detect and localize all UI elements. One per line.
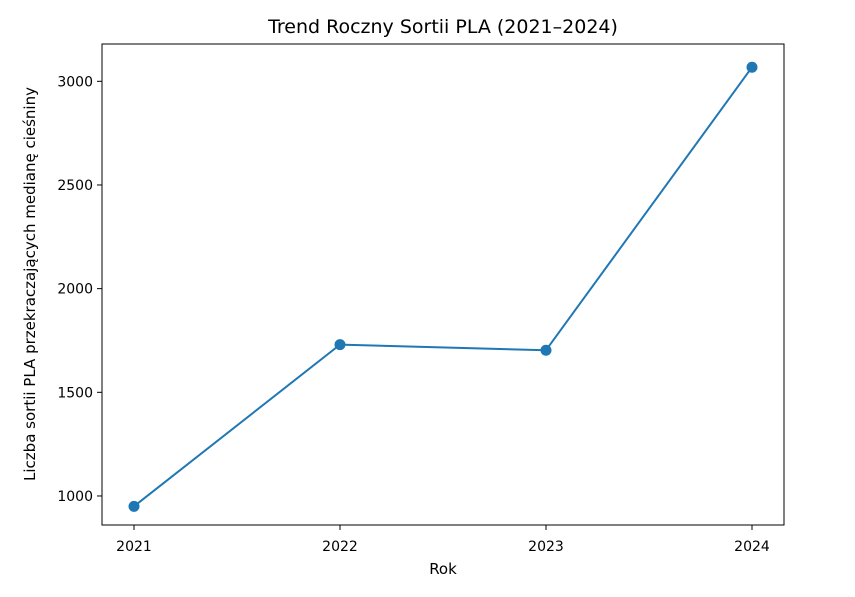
y-tick-label: 2500 bbox=[57, 178, 93, 194]
chart-title: Trend Roczny Sortii PLA (2021–2024) bbox=[267, 16, 618, 38]
x-axis: 2021 2022 2023 2024 bbox=[116, 525, 770, 555]
series-line bbox=[133, 66, 753, 508]
y-axis-label: Liczba sortii PLA przekraczających media… bbox=[21, 87, 39, 481]
y-tick-label: 1500 bbox=[57, 385, 93, 401]
x-tick-label: 2021 bbox=[116, 539, 152, 555]
y-tick-label: 1000 bbox=[57, 489, 93, 505]
data-point bbox=[746, 61, 758, 73]
data-point bbox=[540, 344, 552, 356]
data-point bbox=[128, 500, 140, 512]
x-tick-label: 2022 bbox=[322, 539, 358, 555]
y-tick-label: 2000 bbox=[57, 282, 93, 298]
x-axis-label: Rok bbox=[429, 560, 457, 578]
x-tick-label: 2024 bbox=[734, 539, 770, 555]
x-tick-label: 2023 bbox=[528, 539, 564, 555]
y-axis: 1000 1500 2000 2500 3000 bbox=[57, 74, 102, 505]
series-layer bbox=[128, 61, 758, 512]
y-tick-label: 3000 bbox=[57, 74, 93, 90]
data-point bbox=[334, 339, 346, 351]
plot-area bbox=[101, 43, 785, 526]
